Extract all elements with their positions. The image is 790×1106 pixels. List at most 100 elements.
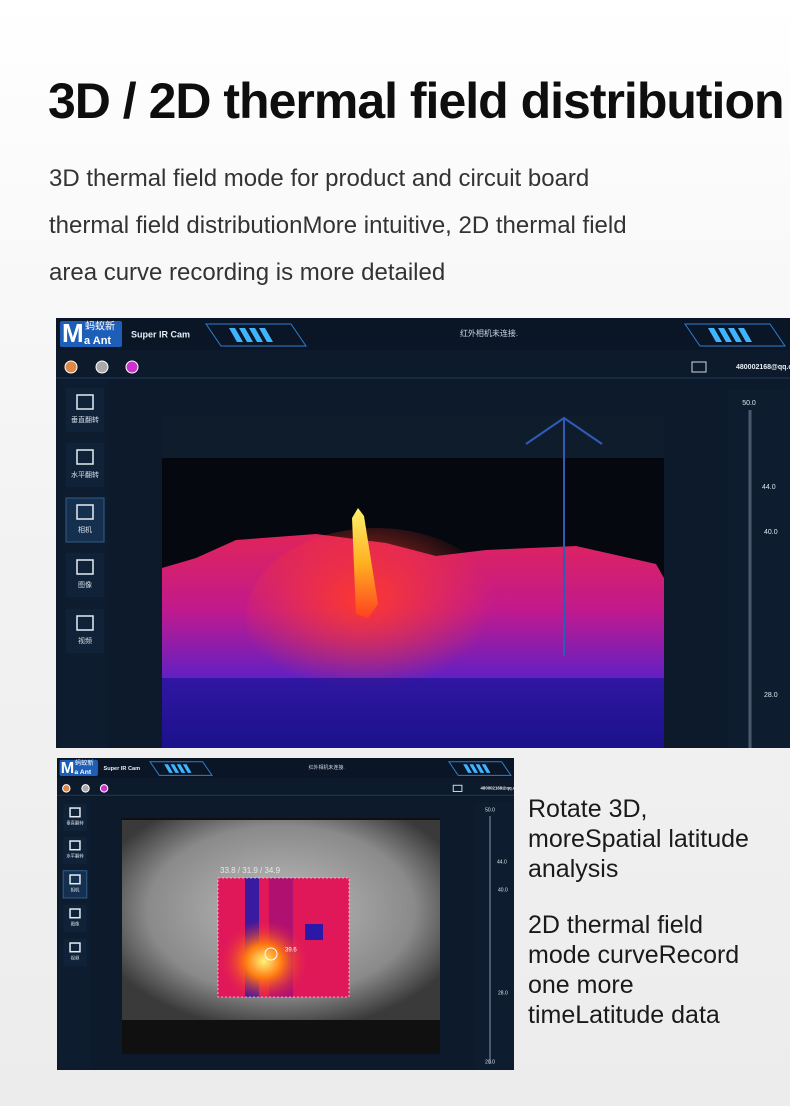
sidebar-label: 视频 — [78, 636, 92, 645]
header-stripe — [239, 328, 253, 342]
header-deco — [684, 323, 786, 347]
sidebar-label: 垂直翻转 — [66, 820, 84, 827]
header-stripe — [475, 764, 485, 773]
sidebar-label: 相机 — [71, 887, 80, 894]
scale-label: 44.0 — [762, 484, 776, 491]
sidebar-icon — [69, 942, 81, 953]
logo-cn: 蚂蚁新 — [75, 759, 94, 767]
logo-box — [59, 759, 98, 776]
sidebar-label: 水平翻转 — [71, 470, 99, 479]
palette-icon[interactable] — [64, 360, 78, 374]
account: 480002168@qq.co — [736, 364, 790, 371]
caption-line: analysis — [528, 855, 619, 883]
hot-region — [246, 528, 506, 708]
scale-label: 28.0 — [498, 990, 508, 996]
title: 3D / 2D thermal field distribution — [48, 73, 785, 129]
caption-line: moreSpatial latitude — [528, 825, 749, 853]
scale-label: 50.0 — [742, 400, 756, 407]
caption-line: 2D thermal field — [528, 911, 704, 939]
top-bar — [56, 318, 790, 350]
header-stripe — [718, 328, 732, 342]
top-bar — [57, 758, 514, 778]
palette-icon[interactable] — [99, 784, 109, 793]
description: 3D thermal field mode for product and ci… — [49, 155, 627, 296]
palette-icon[interactable] — [62, 784, 71, 793]
sidebar-icon — [76, 449, 94, 465]
cool-band — [162, 678, 664, 748]
caption: Rotate 3D, moreSpatial latitude analysis — [528, 794, 749, 884]
sidebar-label: 垂直翻转 — [71, 415, 99, 424]
header-stripe — [481, 764, 491, 773]
logo-box — [60, 321, 122, 347]
header-stripe — [164, 764, 173, 773]
sidebar-icon — [76, 559, 94, 575]
scale-label: 40.0 — [498, 887, 508, 893]
scale-label: 40.0 — [764, 529, 778, 536]
palette-icon[interactable] — [95, 360, 109, 374]
caption-line: mode curveRecord — [528, 941, 740, 969]
description-line: area curve recording is more detailed — [49, 259, 446, 286]
scale-label: 28.0 — [764, 692, 778, 699]
heat-spot — [218, 878, 349, 997]
status: 红外相机未连接. — [309, 764, 345, 771]
area-frame — [217, 877, 350, 998]
palette-icon[interactable] — [81, 784, 90, 793]
scale-label: 50.0 — [485, 807, 495, 813]
mail-icon[interactable] — [452, 784, 463, 792]
sidebar-label: 图像 — [71, 921, 80, 928]
logo-letter: M — [61, 759, 74, 777]
header-stripe — [259, 328, 273, 342]
description-line: thermal field distributionMore intuitive… — [49, 212, 627, 239]
screenshot-3d: M 蚂蚁新 a Ant Super IR Cam 红外相机未连接. 480002168@q… — [56, 318, 790, 748]
description-line: 3D thermal field mode for product and ci… — [49, 165, 590, 192]
area-readout: 33.8 / 31.9 / 34.9 — [220, 866, 281, 875]
mail-icon[interactable] — [691, 361, 707, 373]
caption-line: timeLatitude data — [528, 1001, 720, 1029]
scale-label: 20.0 — [485, 1059, 495, 1065]
header-stripe — [708, 328, 722, 342]
sidebar-icon — [69, 908, 81, 919]
sidebar-icon — [76, 394, 94, 410]
point-readout: 39.6 — [285, 948, 297, 954]
point-marker — [264, 947, 278, 961]
header-deco — [205, 323, 307, 347]
caption: 2D thermal field mode curveRecord one mo… — [528, 910, 739, 1030]
header-stripe — [728, 328, 742, 342]
sidebar-label: 图像 — [78, 580, 92, 589]
header-stripe — [170, 764, 180, 773]
header-deco — [447, 761, 512, 776]
header-stripe — [176, 764, 186, 773]
sidebar-icon — [76, 504, 94, 520]
logo-en: a Ant — [74, 769, 92, 776]
sidebar-label: 水平翻转 — [66, 853, 84, 860]
logo-en: a Ant — [84, 335, 111, 347]
logo-letter: M — [62, 318, 84, 348]
screenshot-2d: M 蚂蚁新 a Ant Super IR Cam 红外相机未连接. 480002168@q… — [57, 758, 514, 1070]
header-stripe — [463, 764, 472, 773]
header-stripe — [469, 764, 479, 773]
caption-line: one more — [528, 971, 634, 999]
header-deco — [149, 761, 213, 776]
axis-arrow — [525, 416, 603, 656]
sidebar-icon — [69, 807, 81, 818]
sidebar-label: 相机 — [78, 525, 92, 534]
app-name: Super IR Cam — [131, 329, 190, 339]
header-stripe — [182, 764, 192, 773]
sidebar-label: 视频 — [71, 955, 80, 962]
hot-spike — [352, 508, 378, 618]
header-stripe — [738, 328, 752, 342]
scale-panel — [728, 390, 790, 748]
caption-line: Rotate 3D, — [528, 795, 648, 823]
logo-cn: 蚂蚁新 — [85, 320, 115, 333]
palette-icon[interactable] — [125, 360, 139, 374]
header-stripe — [229, 328, 243, 342]
sidebar-icon — [69, 874, 81, 885]
sidebar-icon — [76, 615, 94, 631]
app-name: Super IR Cam — [104, 766, 141, 772]
account: 480002168@qq.c — [481, 786, 514, 791]
scale-panel — [475, 802, 514, 1070]
status: 红外相机未连接. — [460, 328, 518, 338]
header-stripe — [249, 328, 263, 342]
scale-label: 44.0 — [497, 859, 507, 865]
